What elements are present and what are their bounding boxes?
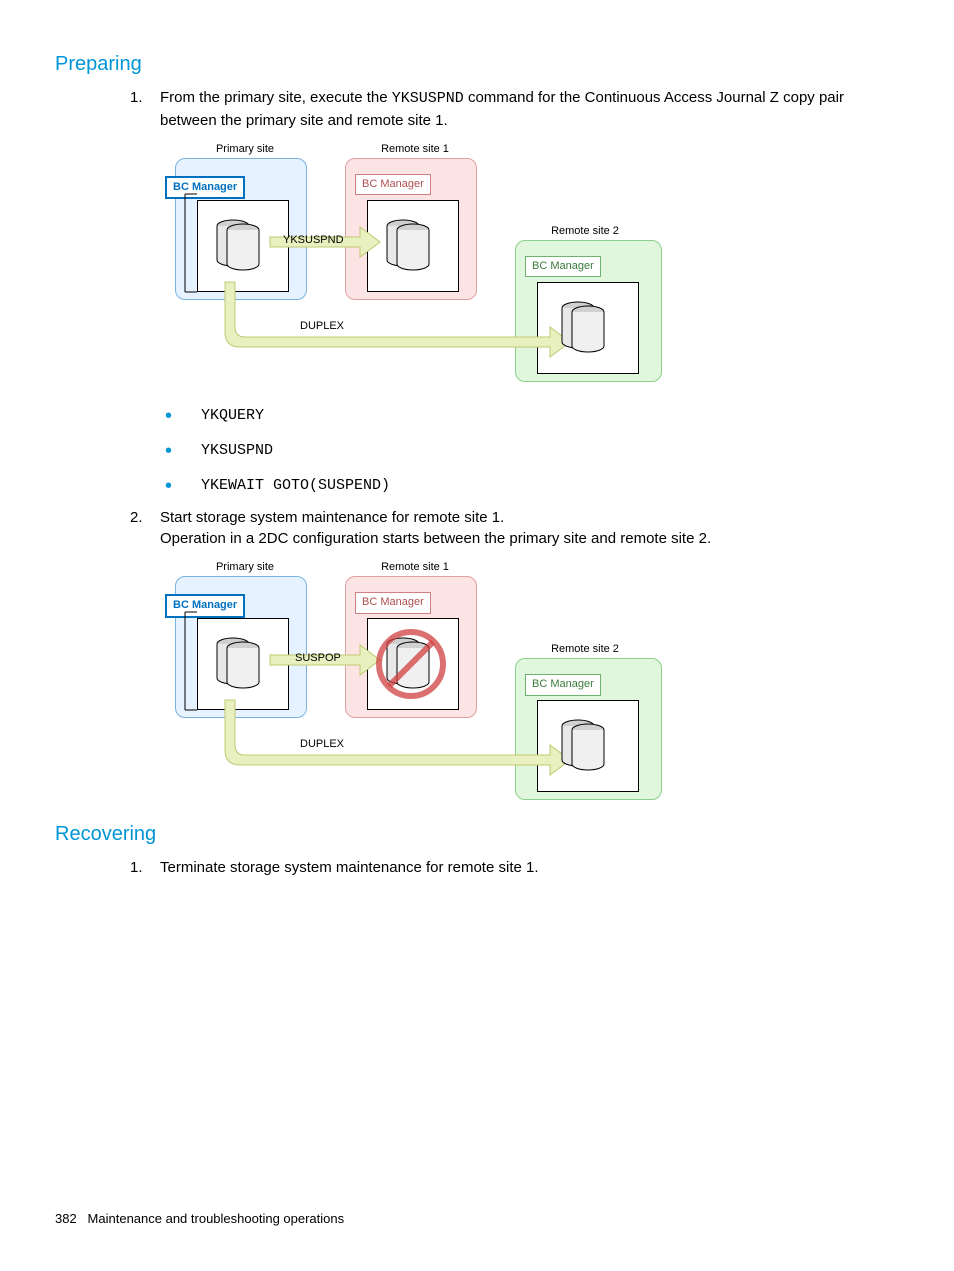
page-number: 382 (55, 1211, 77, 1226)
diagram-2: Primary site Remote site 1 Remote site 2… (165, 560, 675, 810)
chapter-title: Maintenance and troubleshooting operatio… (88, 1211, 345, 1226)
cylinder-icon (217, 638, 259, 688)
label-yksuspnd: YKSUSPND (283, 233, 344, 249)
step-rec-1: 1. Terminate storage system maintenance … (130, 857, 899, 879)
cylinder-icon (217, 220, 259, 270)
step-number: 1. (130, 87, 160, 132)
bullet-item: • YKEWAIT GOTO(SUSPEND) (165, 472, 899, 501)
bullet-item: • YKSUSPND (165, 437, 899, 466)
bullet-icon: • (165, 402, 201, 431)
cylinder-icon (387, 220, 429, 270)
label-suspop: SUSPOP (295, 651, 341, 667)
diagram-svg (165, 560, 675, 810)
step-text: Terminate storage system maintenance for… (160, 859, 539, 876)
bullet-item: • YKQUERY (165, 402, 899, 431)
step-prep-1: 1. From the primary site, execute the YK… (130, 87, 899, 132)
step-text: From the primary site, execute the (160, 89, 392, 106)
cylinder-icon (562, 302, 604, 352)
step-number: 2. (130, 507, 160, 551)
bullet-text: YKQUERY (201, 405, 264, 427)
diagram-1: Primary site Remote site 1 Remote site 2… (165, 142, 675, 392)
heading-recovering: Recovering (55, 820, 899, 849)
bullet-icon: • (165, 437, 201, 466)
page-footer: 382 Maintenance and troubleshooting oper… (55, 1210, 344, 1229)
bullet-text: YKEWAIT GOTO(SUSPEND) (201, 475, 390, 497)
label-duplex: DUPLEX (300, 737, 344, 753)
step-prep-2: 2. Start storage system maintenance for … (130, 507, 899, 551)
diagram-svg (165, 142, 675, 392)
command-text: YKSUSPND (392, 90, 464, 107)
bullet-text: YKSUSPND (201, 440, 273, 462)
label-duplex: DUPLEX (300, 319, 344, 335)
cylinder-icon (562, 720, 604, 770)
bullet-icon: • (165, 472, 201, 501)
step-text: Operation in a 2DC configuration starts … (160, 528, 899, 550)
step-text: Start storage system maintenance for rem… (160, 507, 899, 529)
step-number: 1. (130, 857, 160, 879)
heading-preparing: Preparing (55, 50, 899, 79)
